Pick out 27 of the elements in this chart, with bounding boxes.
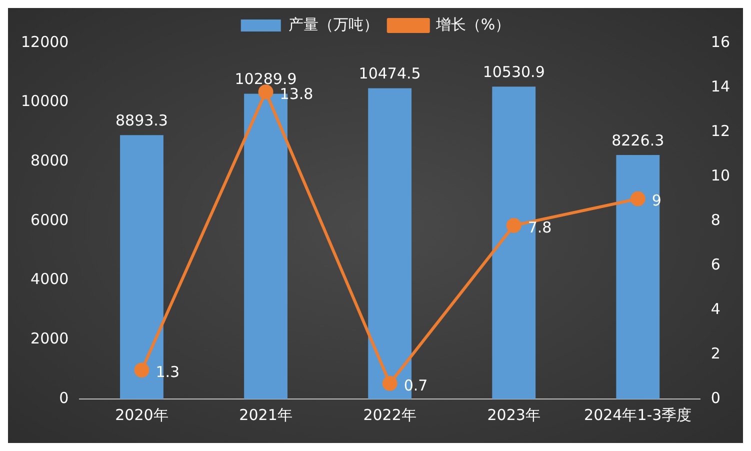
- y2-tick-label: 2: [710, 344, 720, 362]
- y2-tick-label: 4: [710, 300, 720, 318]
- y2-tick-label: 10: [710, 166, 730, 184]
- y-tick-label: 12000: [21, 32, 69, 51]
- y2-tick-label: 16: [710, 32, 730, 51]
- legend-label: 产量（万吨）: [288, 15, 378, 34]
- data-label: 10530.9: [482, 62, 545, 81]
- x-tick-label: 2020年: [115, 406, 168, 424]
- x-tick-label: 2023年: [487, 406, 540, 424]
- y-tick-label: 6000: [30, 210, 69, 229]
- x-tick-label: 2022年: [363, 406, 416, 424]
- y2-tick-label: 12: [710, 122, 730, 140]
- y-tick-label: 10000: [21, 92, 69, 110]
- y-tick-label: 0: [59, 388, 69, 407]
- x-tick-label: 2024年1-3季度: [584, 406, 692, 424]
- data-label: 8226.3: [612, 131, 664, 150]
- y2-tick-label: 6: [710, 255, 720, 274]
- data-label: 10474.5: [358, 64, 421, 83]
- y2-tick-label: 8: [710, 210, 720, 229]
- y2-tick-label: 14: [710, 77, 730, 96]
- y2-tick-label: 0: [710, 388, 720, 407]
- data-label: 8893.3: [115, 112, 168, 130]
- y-tick-label: 8000: [30, 152, 69, 170]
- y-tick-label: 4000: [30, 270, 69, 288]
- legend-label: 增长（%）: [434, 15, 510, 34]
- x-tick-label: 2021年: [239, 406, 292, 424]
- y-tick-label: 2000: [30, 330, 69, 348]
